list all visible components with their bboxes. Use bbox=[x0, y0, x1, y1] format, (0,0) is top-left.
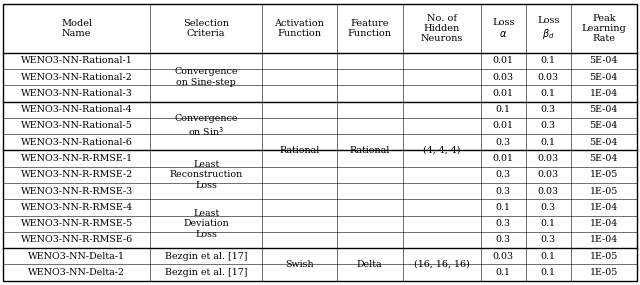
Text: WENO3-NN-R-RMSE-2: WENO3-NN-R-RMSE-2 bbox=[20, 170, 132, 179]
Text: 0.3: 0.3 bbox=[495, 219, 511, 228]
Text: Swish: Swish bbox=[285, 260, 314, 269]
Text: (16, 16, 16): (16, 16, 16) bbox=[413, 260, 470, 269]
Text: WENO3-NN-Delta-1: WENO3-NN-Delta-1 bbox=[28, 252, 125, 261]
Text: 0.01: 0.01 bbox=[493, 121, 514, 131]
Text: 1E-04: 1E-04 bbox=[589, 203, 618, 212]
Text: 0.3: 0.3 bbox=[495, 170, 511, 179]
Text: Activation
Function: Activation Function bbox=[275, 19, 324, 38]
Text: No. of
Hidden
Neurons: No. of Hidden Neurons bbox=[420, 14, 463, 43]
Text: 0.3: 0.3 bbox=[495, 235, 511, 245]
Text: 0.03: 0.03 bbox=[493, 252, 514, 261]
Text: 0.01: 0.01 bbox=[493, 89, 514, 98]
Text: WENO3-NN-Rational-3: WENO3-NN-Rational-3 bbox=[20, 89, 132, 98]
Text: WENO3-NN-Rational-1: WENO3-NN-Rational-1 bbox=[20, 56, 132, 65]
Text: 0.3: 0.3 bbox=[495, 187, 511, 196]
Text: WENO3-NN-R-RMSE-5: WENO3-NN-R-RMSE-5 bbox=[20, 219, 132, 228]
Text: Model
Name: Model Name bbox=[61, 19, 92, 38]
Text: 1E-05: 1E-05 bbox=[589, 268, 618, 277]
Text: 1E-04: 1E-04 bbox=[589, 235, 618, 245]
Text: 5E-04: 5E-04 bbox=[589, 105, 618, 114]
Text: 0.03: 0.03 bbox=[538, 187, 559, 196]
Text: 1E-05: 1E-05 bbox=[589, 170, 618, 179]
Text: Feature
Function: Feature Function bbox=[348, 19, 392, 38]
Text: 0.03: 0.03 bbox=[538, 154, 559, 163]
Text: WENO3-NN-R-RMSE-1: WENO3-NN-R-RMSE-1 bbox=[20, 154, 132, 163]
Text: WENO3-NN-Delta-2: WENO3-NN-Delta-2 bbox=[28, 268, 125, 277]
Text: Convergence
on Sine-step: Convergence on Sine-step bbox=[175, 67, 238, 87]
Text: 0.1: 0.1 bbox=[496, 105, 511, 114]
Text: 1E-04: 1E-04 bbox=[589, 219, 618, 228]
Text: Bezgin et al. [17]: Bezgin et al. [17] bbox=[165, 252, 248, 261]
Text: 0.3: 0.3 bbox=[541, 121, 556, 131]
Text: Least
Reconstruction
Loss: Least Reconstruction Loss bbox=[170, 160, 243, 190]
Text: 0.03: 0.03 bbox=[538, 73, 559, 82]
Text: WENO3-NN-R-RMSE-3: WENO3-NN-R-RMSE-3 bbox=[20, 187, 132, 196]
Text: WENO3-NN-R-RMSE-4: WENO3-NN-R-RMSE-4 bbox=[20, 203, 132, 212]
Text: 5E-04: 5E-04 bbox=[589, 56, 618, 65]
Text: 5E-04: 5E-04 bbox=[589, 121, 618, 131]
Text: WENO3-NN-Rational-5: WENO3-NN-Rational-5 bbox=[20, 121, 132, 131]
Text: 0.1: 0.1 bbox=[541, 219, 556, 228]
Text: 0.3: 0.3 bbox=[495, 138, 511, 147]
Text: 0.3: 0.3 bbox=[541, 235, 556, 245]
Text: WENO3-NN-Rational-4: WENO3-NN-Rational-4 bbox=[20, 105, 132, 114]
Text: 0.3: 0.3 bbox=[541, 203, 556, 212]
Text: 0.1: 0.1 bbox=[541, 89, 556, 98]
Text: Peak
Learning
Rate: Peak Learning Rate bbox=[581, 14, 626, 43]
Text: 5E-04: 5E-04 bbox=[589, 138, 618, 147]
Text: WENO3-NN-Rational-6: WENO3-NN-Rational-6 bbox=[20, 138, 132, 147]
Text: 0.03: 0.03 bbox=[538, 170, 559, 179]
Text: 0.01: 0.01 bbox=[493, 56, 514, 65]
Text: Delta: Delta bbox=[356, 260, 383, 269]
Text: 0.3: 0.3 bbox=[541, 105, 556, 114]
Text: Selection
Criteria: Selection Criteria bbox=[183, 19, 229, 38]
Text: 1E-05: 1E-05 bbox=[589, 252, 618, 261]
Text: 0.1: 0.1 bbox=[541, 56, 556, 65]
Text: 0.1: 0.1 bbox=[496, 268, 511, 277]
Text: Bezgin et al. [17]: Bezgin et al. [17] bbox=[165, 268, 248, 277]
Text: (4, 4, 4): (4, 4, 4) bbox=[423, 146, 460, 155]
Text: 0.01: 0.01 bbox=[493, 154, 514, 163]
Text: Least
Deviation
Loss: Least Deviation Loss bbox=[184, 209, 229, 239]
Text: Rational: Rational bbox=[349, 146, 390, 155]
Text: 5E-04: 5E-04 bbox=[589, 73, 618, 82]
Text: Loss
$\alpha$: Loss $\alpha$ bbox=[492, 18, 515, 39]
Text: 1E-05: 1E-05 bbox=[589, 187, 618, 196]
Text: 0.03: 0.03 bbox=[493, 73, 514, 82]
Text: 5E-04: 5E-04 bbox=[589, 154, 618, 163]
Text: 0.1: 0.1 bbox=[496, 203, 511, 212]
Text: 0.1: 0.1 bbox=[541, 138, 556, 147]
Text: 0.1: 0.1 bbox=[541, 252, 556, 261]
Text: Convergence
on Sin$^3$: Convergence on Sin$^3$ bbox=[175, 114, 238, 138]
Text: Rational: Rational bbox=[279, 146, 320, 155]
Text: Loss
$\beta_d$: Loss $\beta_d$ bbox=[537, 16, 559, 41]
Text: 0.1: 0.1 bbox=[541, 268, 556, 277]
Text: WENO3-NN-Rational-2: WENO3-NN-Rational-2 bbox=[20, 73, 132, 82]
Text: 1E-04: 1E-04 bbox=[589, 89, 618, 98]
Text: WENO3-NN-R-RMSE-6: WENO3-NN-R-RMSE-6 bbox=[20, 235, 132, 245]
